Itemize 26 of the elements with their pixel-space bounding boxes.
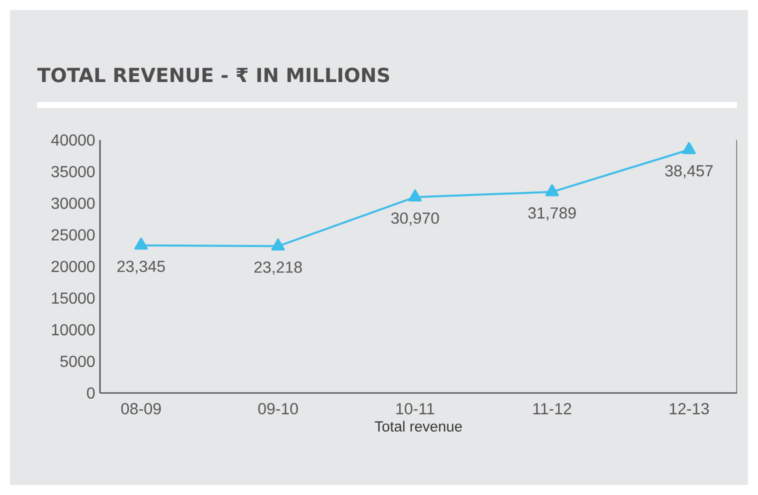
- x-tick-label: 10-11: [396, 403, 434, 414]
- chart-title: TOTAL REVENUE - ₹ IN MILLIONS: [37, 68, 390, 82]
- text: 30,970: [391, 212, 439, 226]
- text: 31,789: [528, 207, 576, 221]
- point: [682, 142, 696, 154]
- text: 23,345: [117, 260, 165, 274]
- point: [545, 184, 559, 196]
- x-tick-label: 12-13: [670, 403, 709, 414]
- x-tick-label: 09-10: [258, 403, 298, 414]
- text: 38,457: [665, 165, 713, 178]
- point: [134, 238, 148, 250]
- y-tick-label: 10000: [52, 324, 95, 336]
- y-tick-label: 35000: [51, 166, 95, 178]
- text: 23,218: [254, 262, 302, 275]
- y-tick-label: 15000: [52, 292, 95, 304]
- x-tick-label: 11-12: [533, 403, 572, 414]
- point: [271, 238, 285, 250]
- point: [408, 189, 422, 202]
- y-tick-label: 25000: [52, 229, 95, 241]
- x-axis-title: Total revenue: [374, 420, 462, 432]
- y-tick-label: 40000: [51, 134, 95, 146]
- y-tick-label: 5000: [60, 356, 95, 368]
- x-tick-label: 08-09: [121, 403, 161, 414]
- y-tick-label: 20000: [52, 260, 95, 272]
- y-tick-label: 30000: [51, 198, 95, 209]
- y-tick-label: 0: [87, 387, 95, 399]
